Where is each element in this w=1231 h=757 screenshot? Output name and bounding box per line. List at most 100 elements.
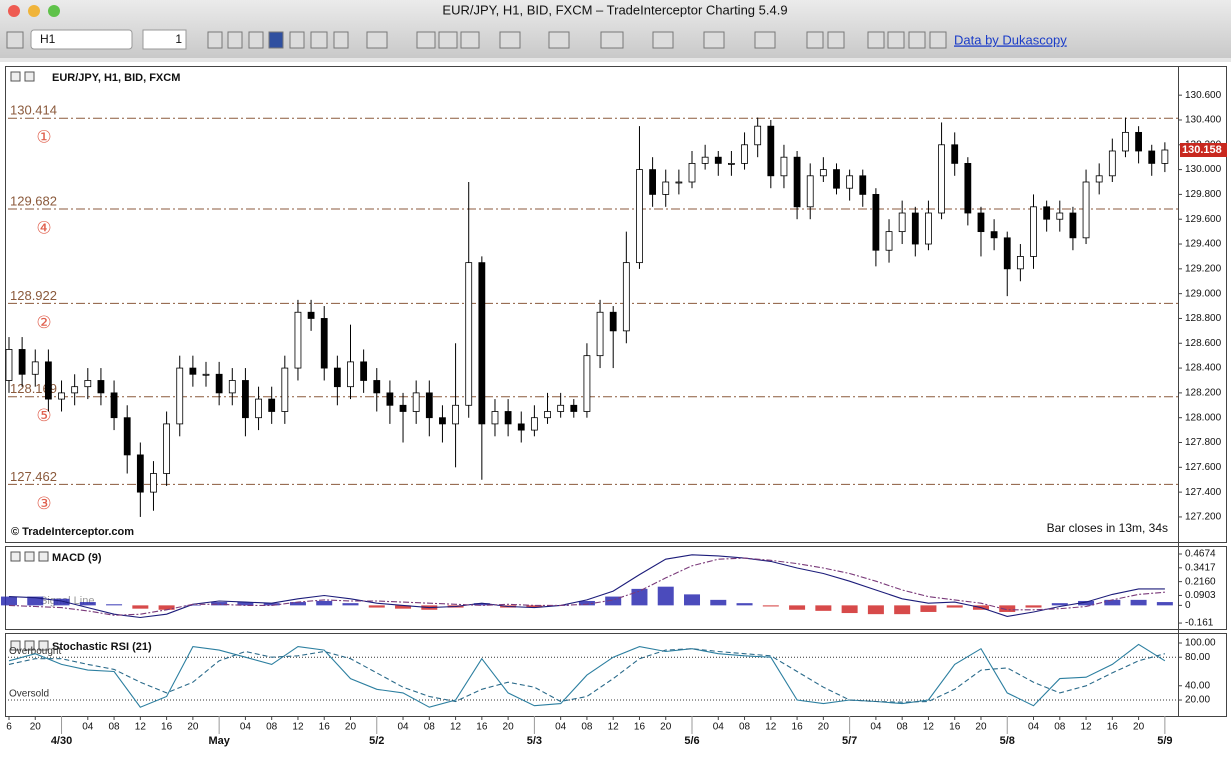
tool-icon[interactable] xyxy=(827,31,845,49)
tool-icon[interactable] xyxy=(652,31,674,49)
candle-body xyxy=(84,380,92,388)
y-tick-label: 127.400 xyxy=(1185,487,1222,498)
y-tick-label: 128.600 xyxy=(1185,338,1222,349)
x-tick-label: 16 xyxy=(161,722,173,733)
macd-histogram-bar xyxy=(27,596,44,606)
tool-icon[interactable] xyxy=(908,31,926,49)
x-tick-label: 04 xyxy=(713,722,725,733)
tool-icon[interactable] xyxy=(806,31,824,49)
tool-icon[interactable] xyxy=(366,31,388,49)
candle-body xyxy=(885,231,893,251)
count-value: 1 xyxy=(175,32,182,46)
x-tick-label: 16 xyxy=(319,722,331,733)
tool-icon[interactable] xyxy=(499,31,521,49)
x-tick-label: 04 xyxy=(240,722,252,733)
x-tick-label: 08 xyxy=(109,722,121,733)
panel-button[interactable] xyxy=(38,551,49,562)
candle-body xyxy=(189,367,197,375)
macd-histogram-bar xyxy=(106,604,123,606)
x-tick-label: 12 xyxy=(135,722,147,733)
zoom-button[interactable] xyxy=(48,5,60,17)
y-tick-label: 20.00 xyxy=(1185,695,1210,706)
y-tick-label: -0.161 xyxy=(1185,618,1214,629)
current-price-box xyxy=(1180,142,1227,157)
y-tick-label: 128.000 xyxy=(1185,412,1222,423)
count-input[interactable] xyxy=(142,29,187,50)
candle-body xyxy=(1082,181,1090,239)
y-tick-label: 129.000 xyxy=(1185,288,1222,299)
tool-icon[interactable] xyxy=(289,31,305,49)
y-tick-label: 0.4674 xyxy=(1185,549,1216,560)
y-tick-label: 128.200 xyxy=(1185,388,1222,399)
candle-body xyxy=(938,144,945,214)
panel-button[interactable] xyxy=(10,71,21,82)
x-tick-label: 6 xyxy=(6,722,12,733)
x-tick-label: 16 xyxy=(476,722,488,733)
y-tick-label: 129.800 xyxy=(1185,189,1222,200)
level-label: Oversold xyxy=(9,689,49,700)
candle-body xyxy=(202,373,210,376)
candle-body xyxy=(728,162,735,165)
panel-button[interactable] xyxy=(24,640,35,651)
window-title: EUR/JPY, H1, BID, FXCM – TradeIntercepto… xyxy=(442,2,787,17)
macd-histogram-bar xyxy=(289,602,306,606)
x-tick-label: 12 xyxy=(608,722,620,733)
panel-button[interactable] xyxy=(10,640,21,651)
tool-icon[interactable] xyxy=(207,31,223,49)
tool-icon[interactable] xyxy=(248,31,264,49)
y-tick-label: 127.200 xyxy=(1185,512,1222,523)
timeframe-select[interactable] xyxy=(30,29,133,50)
tool-icon[interactable] xyxy=(867,31,885,49)
x-date-label: 5/8 xyxy=(1000,735,1015,747)
tool-icon[interactable] xyxy=(754,31,776,49)
x-tick-label: 04 xyxy=(397,722,409,733)
macd-histogram-bar xyxy=(184,605,201,606)
tool-icon[interactable] xyxy=(333,31,349,49)
x-tick-label: 20 xyxy=(818,722,830,733)
close-button[interactable] xyxy=(8,5,20,17)
x-tick-label: 16 xyxy=(634,722,646,733)
tool-icon[interactable] xyxy=(227,31,243,49)
y-tick-label: 80.00 xyxy=(1185,652,1210,663)
x-date-label: 4/30 xyxy=(51,735,72,747)
x-tick-label: 20 xyxy=(660,722,672,733)
data-link[interactable]: Data by Dukascopy xyxy=(954,32,1067,47)
y-tick-label: 127.600 xyxy=(1185,462,1222,473)
x-tick-label: 16 xyxy=(792,722,804,733)
timeframe-value: H1 xyxy=(40,32,56,46)
candle-body xyxy=(176,367,184,425)
tool-icon[interactable] xyxy=(416,31,436,49)
x-tick-label: 08 xyxy=(739,722,751,733)
x-tick-label: 04 xyxy=(870,722,882,733)
tool-icon[interactable] xyxy=(703,31,725,49)
candle-body xyxy=(662,181,670,195)
candle-body xyxy=(347,361,354,388)
tool-icon[interactable] xyxy=(310,31,328,49)
panel-button[interactable] xyxy=(24,71,35,82)
candle-body xyxy=(386,392,394,406)
candle-body xyxy=(530,417,538,431)
candle-body xyxy=(754,125,762,146)
panel-button[interactable] xyxy=(24,551,35,562)
tool-icon[interactable] xyxy=(600,31,624,49)
tool-icon[interactable] xyxy=(438,31,458,49)
candle-body xyxy=(767,125,775,177)
macd-histogram-bar xyxy=(631,588,648,606)
level-marker: ④ xyxy=(36,219,51,238)
y-tick-label: 128.400 xyxy=(1185,363,1222,374)
macd-histogram-bar xyxy=(526,605,543,608)
tool-icon[interactable] xyxy=(929,31,947,49)
candle-body xyxy=(741,144,748,164)
panel-button[interactable] xyxy=(10,551,21,562)
tool-icon[interactable] xyxy=(6,31,24,49)
candle-body xyxy=(504,411,512,425)
candle-body xyxy=(833,169,840,189)
minimize-button[interactable] xyxy=(28,5,40,17)
tool-icon[interactable] xyxy=(460,31,480,49)
tool-icon[interactable] xyxy=(887,31,905,49)
tool-icon[interactable] xyxy=(268,31,284,49)
tool-icon[interactable] xyxy=(548,31,570,49)
panel-button[interactable] xyxy=(38,640,49,651)
macd-histogram-bar xyxy=(578,600,595,606)
